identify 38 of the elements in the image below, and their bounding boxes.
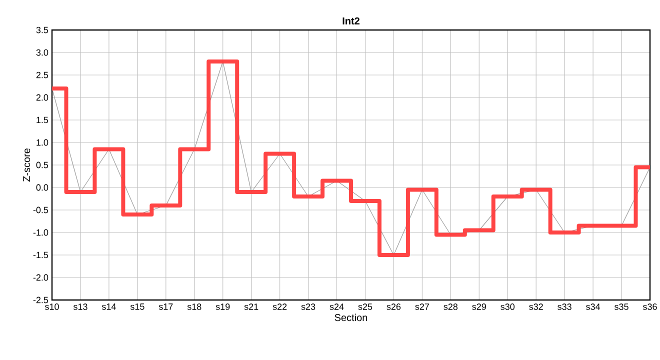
x-tick-label: s24 (330, 304, 344, 310)
x-tick-label: s25 (358, 304, 372, 310)
y-tick-label: -2.5 (33, 296, 48, 304)
y-tick-label: 3.0 (36, 49, 48, 56)
x-tick-label: s10 (45, 304, 59, 310)
y-axis-title: Z-score (23, 148, 30, 182)
y-tick-label: -1.0 (33, 229, 48, 236)
x-tick-label: s14 (102, 304, 116, 310)
x-tick-label: s34 (586, 304, 600, 310)
y-tick-label: 2.5 (36, 72, 48, 78)
y-tick-label: 0.5 (36, 162, 48, 168)
x-tick-label: s17 (158, 304, 173, 310)
x-tick-label: s18 (187, 304, 202, 310)
y-tick-label: 3.5 (36, 26, 48, 34)
x-tick-label: s36 (643, 304, 657, 310)
x-tick-label: s13 (73, 304, 88, 310)
x-tick-label: s23 (301, 304, 316, 310)
x-tick-label: s33 (558, 304, 572, 310)
chart-title: Int2 (342, 17, 360, 24)
x-tick-label: s19 (216, 304, 230, 310)
y-tick-label: 2.0 (36, 94, 48, 101)
y-tick-label: 1.5 (36, 116, 48, 124)
x-tick-label: s26 (386, 304, 401, 310)
y-tick-label: -2.0 (33, 274, 48, 281)
x-tick-label: s29 (472, 304, 486, 310)
x-tick-label: s28 (444, 304, 458, 310)
x-tick-label: s15 (130, 304, 144, 310)
y-tick-label: 1.0 (36, 139, 48, 146)
x-tick-label: s22 (272, 304, 287, 310)
x-tick-label: s27 (415, 304, 429, 310)
y-tick-label: -0.5 (33, 206, 48, 214)
y-tick-label: -1.5 (33, 252, 48, 258)
x-axis-title: Section (334, 314, 368, 322)
y-tick-label: 0.0 (36, 184, 48, 191)
x-tick-label: s32 (529, 304, 543, 310)
x-tick-label: s21 (244, 304, 258, 310)
x-tick-label: s30 (500, 304, 515, 310)
x-tick-label: s35 (614, 304, 628, 310)
